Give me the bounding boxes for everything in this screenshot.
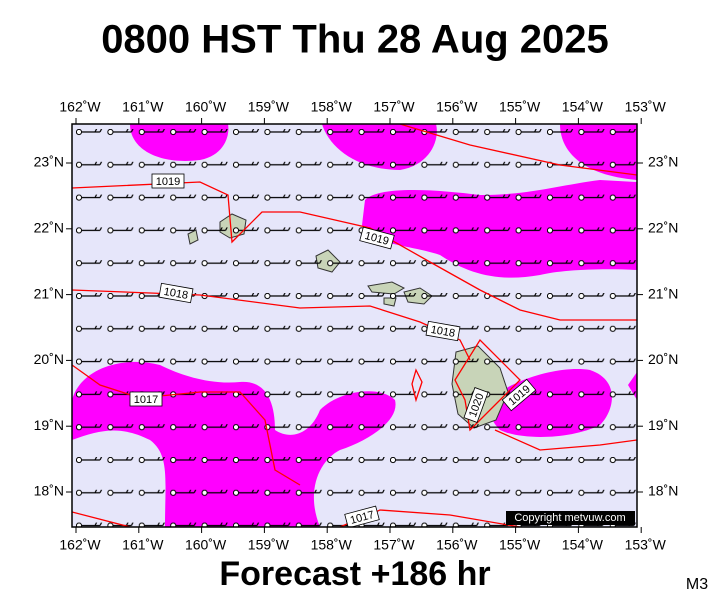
lon-label: 155˚W xyxy=(499,99,541,115)
wind-barbs xyxy=(72,124,637,527)
isobar-label-box xyxy=(344,505,380,527)
lon-label: 159˚W xyxy=(248,99,290,115)
lon-label: 161˚W xyxy=(122,99,164,115)
lon-label: 156˚W xyxy=(436,99,478,115)
forecast-label: Forecast +186 hr xyxy=(219,555,490,593)
lon-label: 157˚W xyxy=(373,99,415,115)
copyright: Copyright metvuw.com xyxy=(514,512,625,524)
lon-label: 153˚W xyxy=(625,537,667,553)
lat-label: 21˚N xyxy=(34,285,64,301)
isobar-label: 1019 xyxy=(359,226,395,250)
lon-label: 162˚W xyxy=(59,537,101,553)
copyright-box xyxy=(506,511,635,525)
lon-label: 160˚W xyxy=(185,99,227,115)
lat-label: 20˚N xyxy=(648,351,678,367)
lat-label: 18˚N xyxy=(648,483,678,499)
isobar-label: 1019 xyxy=(151,173,185,189)
isobar-label-box xyxy=(463,387,489,423)
lat-label: 18˚N xyxy=(34,483,64,499)
lon-label: 156˚W xyxy=(436,537,478,553)
lat-label: 23˚N xyxy=(34,154,64,170)
lat-label: 19˚N xyxy=(34,417,64,433)
isobar-label-box xyxy=(359,226,395,250)
isobar-label: 1018 xyxy=(425,320,461,342)
lon-label: 161˚W xyxy=(122,537,164,553)
lat-label: 23˚N xyxy=(648,154,678,170)
isobar-label-box xyxy=(129,391,163,407)
isobar-value: 1018 xyxy=(430,324,456,340)
lon-label: 158˚W xyxy=(311,99,353,115)
lon-label: 157˚W xyxy=(373,537,415,553)
lat-label: 22˚N xyxy=(648,220,678,236)
isobar-value: 1019 xyxy=(156,176,180,188)
model-code: M3 xyxy=(686,576,708,593)
isobar-label-box xyxy=(151,173,185,189)
map-title: 0800 HST Thu 28 Aug 2025 xyxy=(101,18,609,62)
lon-label: 160˚W xyxy=(185,537,227,553)
map-frame xyxy=(71,123,638,528)
isobar-label-box xyxy=(158,282,194,304)
lon-label: 155˚W xyxy=(499,537,541,553)
isobar-value: 1018 xyxy=(163,286,189,302)
isobar-label: 1018 xyxy=(158,282,194,304)
lon-label: 154˚W xyxy=(562,99,604,115)
isobar-label-box xyxy=(501,378,537,412)
lat-label: 20˚N xyxy=(34,351,64,367)
isobar-value: 1017 xyxy=(134,394,158,406)
lon-label: 154˚W xyxy=(562,537,604,553)
lon-label: 153˚W xyxy=(625,99,667,115)
lat-label: 22˚N xyxy=(34,220,64,236)
isobar-label: 1017 xyxy=(344,505,380,527)
isobar-label-box xyxy=(425,320,461,342)
lat-label: 21˚N xyxy=(648,285,678,301)
lon-label: 158˚W xyxy=(311,537,353,553)
lon-label: 162˚W xyxy=(59,99,101,115)
isobar-label: 1017 xyxy=(129,391,163,407)
graticule-labels: 162˚W 162˚W 161˚W 161˚W 160˚W 160˚W 159˚W 159˚W… xyxy=(34,99,679,553)
lon-label: 159˚W xyxy=(248,537,290,553)
lat-label: 19˚N xyxy=(648,417,678,433)
